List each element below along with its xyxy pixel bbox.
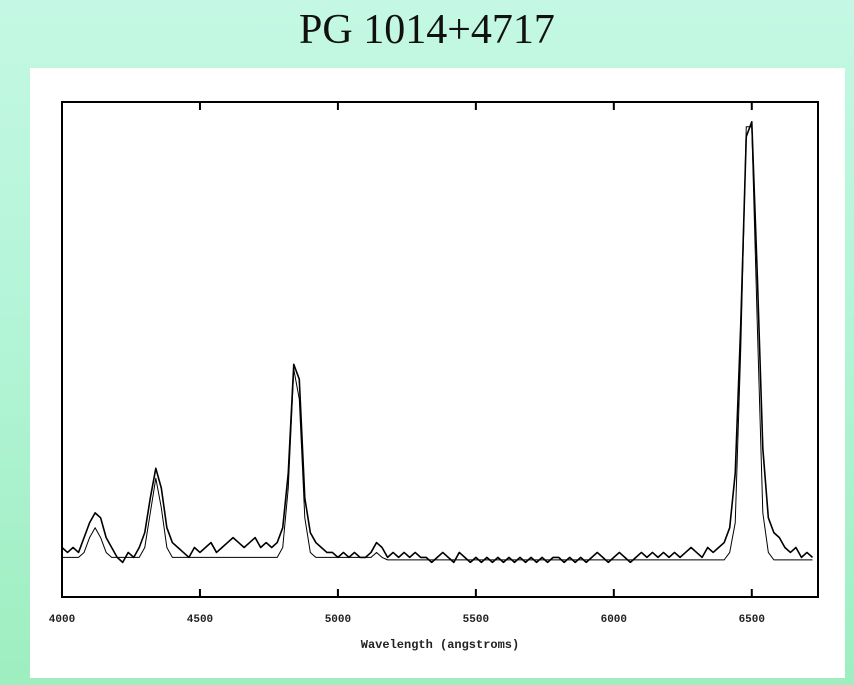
spectrum-line (61, 121, 814, 564)
slide-title: PG 1014+4717 (299, 7, 555, 53)
x-axis-label: Wavelength (angstroms) (361, 638, 519, 652)
x-tick-label: 4500 (187, 614, 213, 626)
x-tick-label: 5500 (463, 614, 489, 626)
model-line (62, 126, 813, 561)
chart-panel (30, 68, 845, 678)
x-tick-label: 6000 (601, 614, 627, 626)
x-tick-label: 4000 (49, 614, 75, 626)
plot-frame (61, 101, 819, 598)
x-tick-label: 5000 (325, 614, 351, 626)
x-tick-label: 6500 (739, 614, 765, 626)
